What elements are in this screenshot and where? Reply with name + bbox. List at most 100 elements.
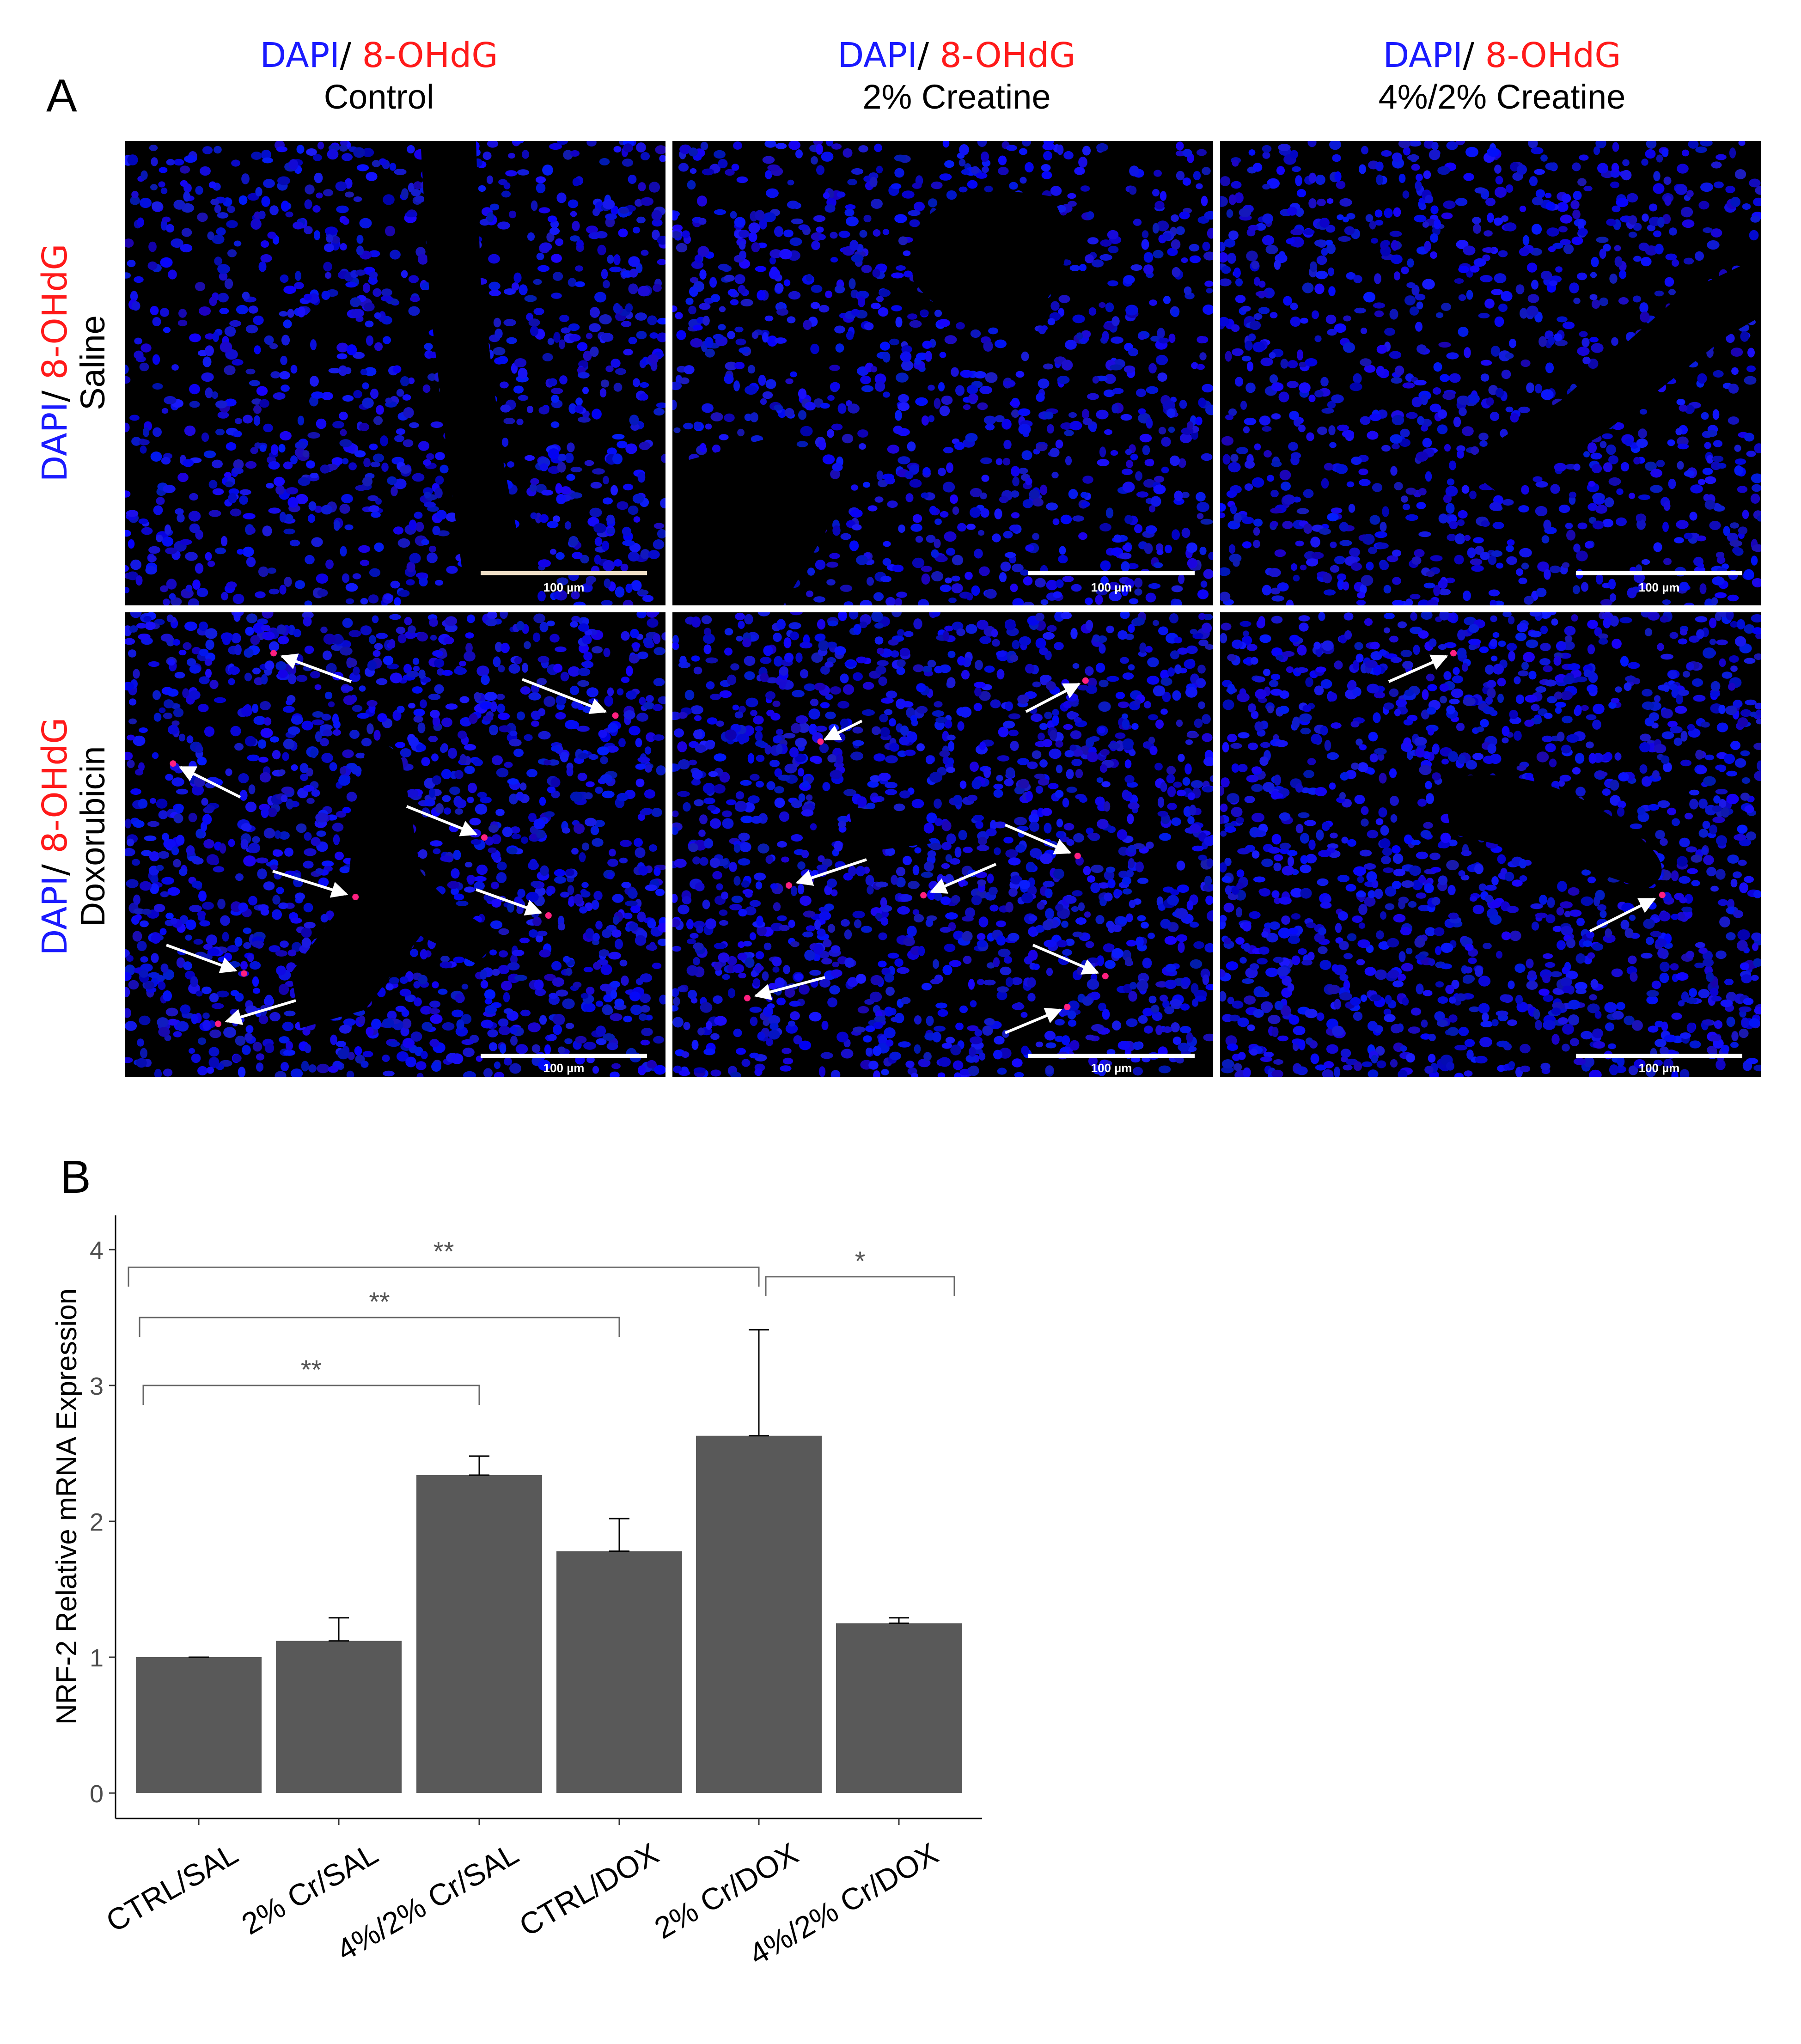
stain-separator: / — [35, 379, 75, 402]
dapi-nuclei — [125, 612, 665, 1077]
pointer-arrow — [272, 870, 348, 898]
y-tick-label: 2 — [90, 1508, 104, 1536]
vessel-lumen — [913, 192, 1066, 321]
dapi-label: DAPI — [1383, 36, 1463, 75]
pointer-arrow — [475, 888, 543, 916]
ohdg-focus — [215, 1020, 221, 1027]
x-tick-label: 4%/2% Cr/SAL — [331, 1836, 524, 1967]
vessel-lumen — [421, 141, 531, 605]
pointer-arrow — [754, 976, 825, 1001]
ohdg-focus — [1074, 853, 1081, 860]
pointer-arrow — [521, 678, 607, 714]
bar — [416, 1475, 542, 1793]
y-tick-label: 3 — [90, 1373, 104, 1400]
row-label-doxorubicin: Doxorubicin — [73, 746, 112, 927]
y-tick-label: 0 — [90, 1780, 104, 1808]
x-tick-label: CTRL/SAL — [100, 1836, 244, 1939]
x-tick-label: CTRL/DOX — [513, 1836, 664, 1943]
ohdg-label: 8-OHdG — [35, 717, 75, 854]
pointer-arrow — [795, 858, 867, 886]
vessel-lumen — [291, 744, 504, 1028]
ohdg-focus — [1082, 677, 1089, 684]
scale-bar-label: 100 µm — [543, 1061, 585, 1075]
column-header-control: DAPI/ 8-OHdG Control — [125, 35, 633, 118]
dapi-label: DAPI — [260, 36, 340, 75]
bar — [276, 1641, 402, 1793]
pointer-arrow — [178, 766, 241, 799]
bar — [556, 1551, 682, 1793]
ohdg-focus — [786, 882, 792, 889]
micrograph-doxorubicin-3: 100 µm — [1220, 612, 1761, 1077]
micrograph-saline-3: 100 µm — [1220, 141, 1761, 605]
pointer-arrow — [1004, 1007, 1062, 1034]
bar — [136, 1657, 262, 1793]
micrograph-doxorubicin-1: 100 µm — [125, 612, 665, 1077]
ohdg-label: 8-OHdG — [940, 36, 1076, 75]
vessel-lumen — [1442, 775, 1662, 890]
ohdg-focus — [817, 738, 824, 745]
vessel-lumen — [848, 806, 931, 853]
y-tick-label: 4 — [90, 1237, 104, 1264]
x-tick-label: 2% Cr/SAL — [236, 1836, 384, 1941]
ohdg-focus — [612, 712, 619, 719]
dapi-label: DAPI — [837, 36, 918, 75]
ohdg-focus — [170, 760, 177, 767]
ohdg-focus — [1064, 1004, 1071, 1010]
column-label-creatine-2: 2% Creatine — [862, 78, 1051, 116]
ohdg-focus — [270, 650, 277, 657]
ohdg-focus — [1102, 973, 1109, 980]
pointer-arrow — [823, 720, 863, 741]
stain-separator: / — [1463, 36, 1485, 75]
significance-label: ** — [301, 1355, 322, 1385]
scale-bar-label: 100 µm — [543, 580, 585, 594]
panel-b-letter: B — [60, 1151, 91, 1203]
y-axis-label: NRF-2 Relative mRNA Expression — [51, 1288, 83, 1725]
dapi-label: DAPI — [35, 875, 75, 956]
scale-bar-label: 100 µm — [1639, 1061, 1680, 1075]
x-tick-label: 2% Cr/DOX — [648, 1836, 804, 1945]
ohdg-focus — [352, 894, 359, 900]
significance-bracket — [139, 1317, 620, 1337]
y-tick-label: 1 — [90, 1644, 104, 1672]
ohdg-focus — [481, 834, 488, 841]
pointer-arrow — [280, 653, 352, 683]
ohdg-focus — [545, 912, 552, 919]
x-tick-label: 4%/2% Cr/DOX — [743, 1836, 944, 1971]
row-header-doxorubicin: DAPI/ 8-OHdG Doxorubicin — [35, 717, 112, 956]
significance-label: * — [855, 1246, 866, 1276]
micrograph-doxorubicin-2: 100 µm — [672, 612, 1213, 1077]
pointer-arrow — [929, 863, 997, 894]
pointer-arrow — [1025, 683, 1081, 713]
stain-separator: / — [340, 36, 362, 75]
ohdg-focus — [241, 970, 247, 977]
scale-bar-label: 100 µm — [1639, 580, 1680, 594]
ohdg-label: 8-OHdG — [1485, 36, 1621, 75]
ohdg-focus — [1450, 650, 1457, 657]
dapi-nuclei — [125, 141, 665, 605]
significance-label: ** — [433, 1237, 454, 1267]
dapi-nuclei — [672, 141, 1213, 605]
pointer-arrow — [165, 944, 238, 973]
stain-separator: / — [35, 853, 75, 876]
significance-label: ** — [369, 1287, 390, 1317]
scale-bar-label: 100 µm — [1091, 1061, 1132, 1075]
pointer-arrow — [1032, 944, 1099, 975]
column-label-control: Control — [324, 78, 434, 116]
ohdg-focus — [920, 892, 927, 899]
pointer-arrow — [1388, 654, 1448, 683]
significance-bracket — [765, 1276, 955, 1296]
bar — [696, 1435, 822, 1793]
significance-bracket — [128, 1266, 760, 1287]
ohdg-label: 8-OHdG — [35, 244, 75, 380]
row-header-saline: DAPI/ 8-OHdG Saline — [35, 244, 112, 482]
bar — [836, 1623, 962, 1793]
dapi-label: DAPI — [35, 402, 75, 482]
vessel-lumen — [1460, 256, 1761, 492]
column-label-creatine-4-2: 4%/2% Creatine — [1378, 78, 1626, 116]
significance-bracket — [142, 1385, 480, 1405]
micrograph-saline-1: 100 µm — [125, 141, 665, 605]
vessel-lumen — [672, 437, 848, 605]
row-label-saline: Saline — [73, 315, 112, 410]
column-header-creatine-2: DAPI/ 8-OHdG 2% Creatine — [702, 35, 1211, 118]
scale-bar-label: 100 µm — [1091, 580, 1132, 594]
